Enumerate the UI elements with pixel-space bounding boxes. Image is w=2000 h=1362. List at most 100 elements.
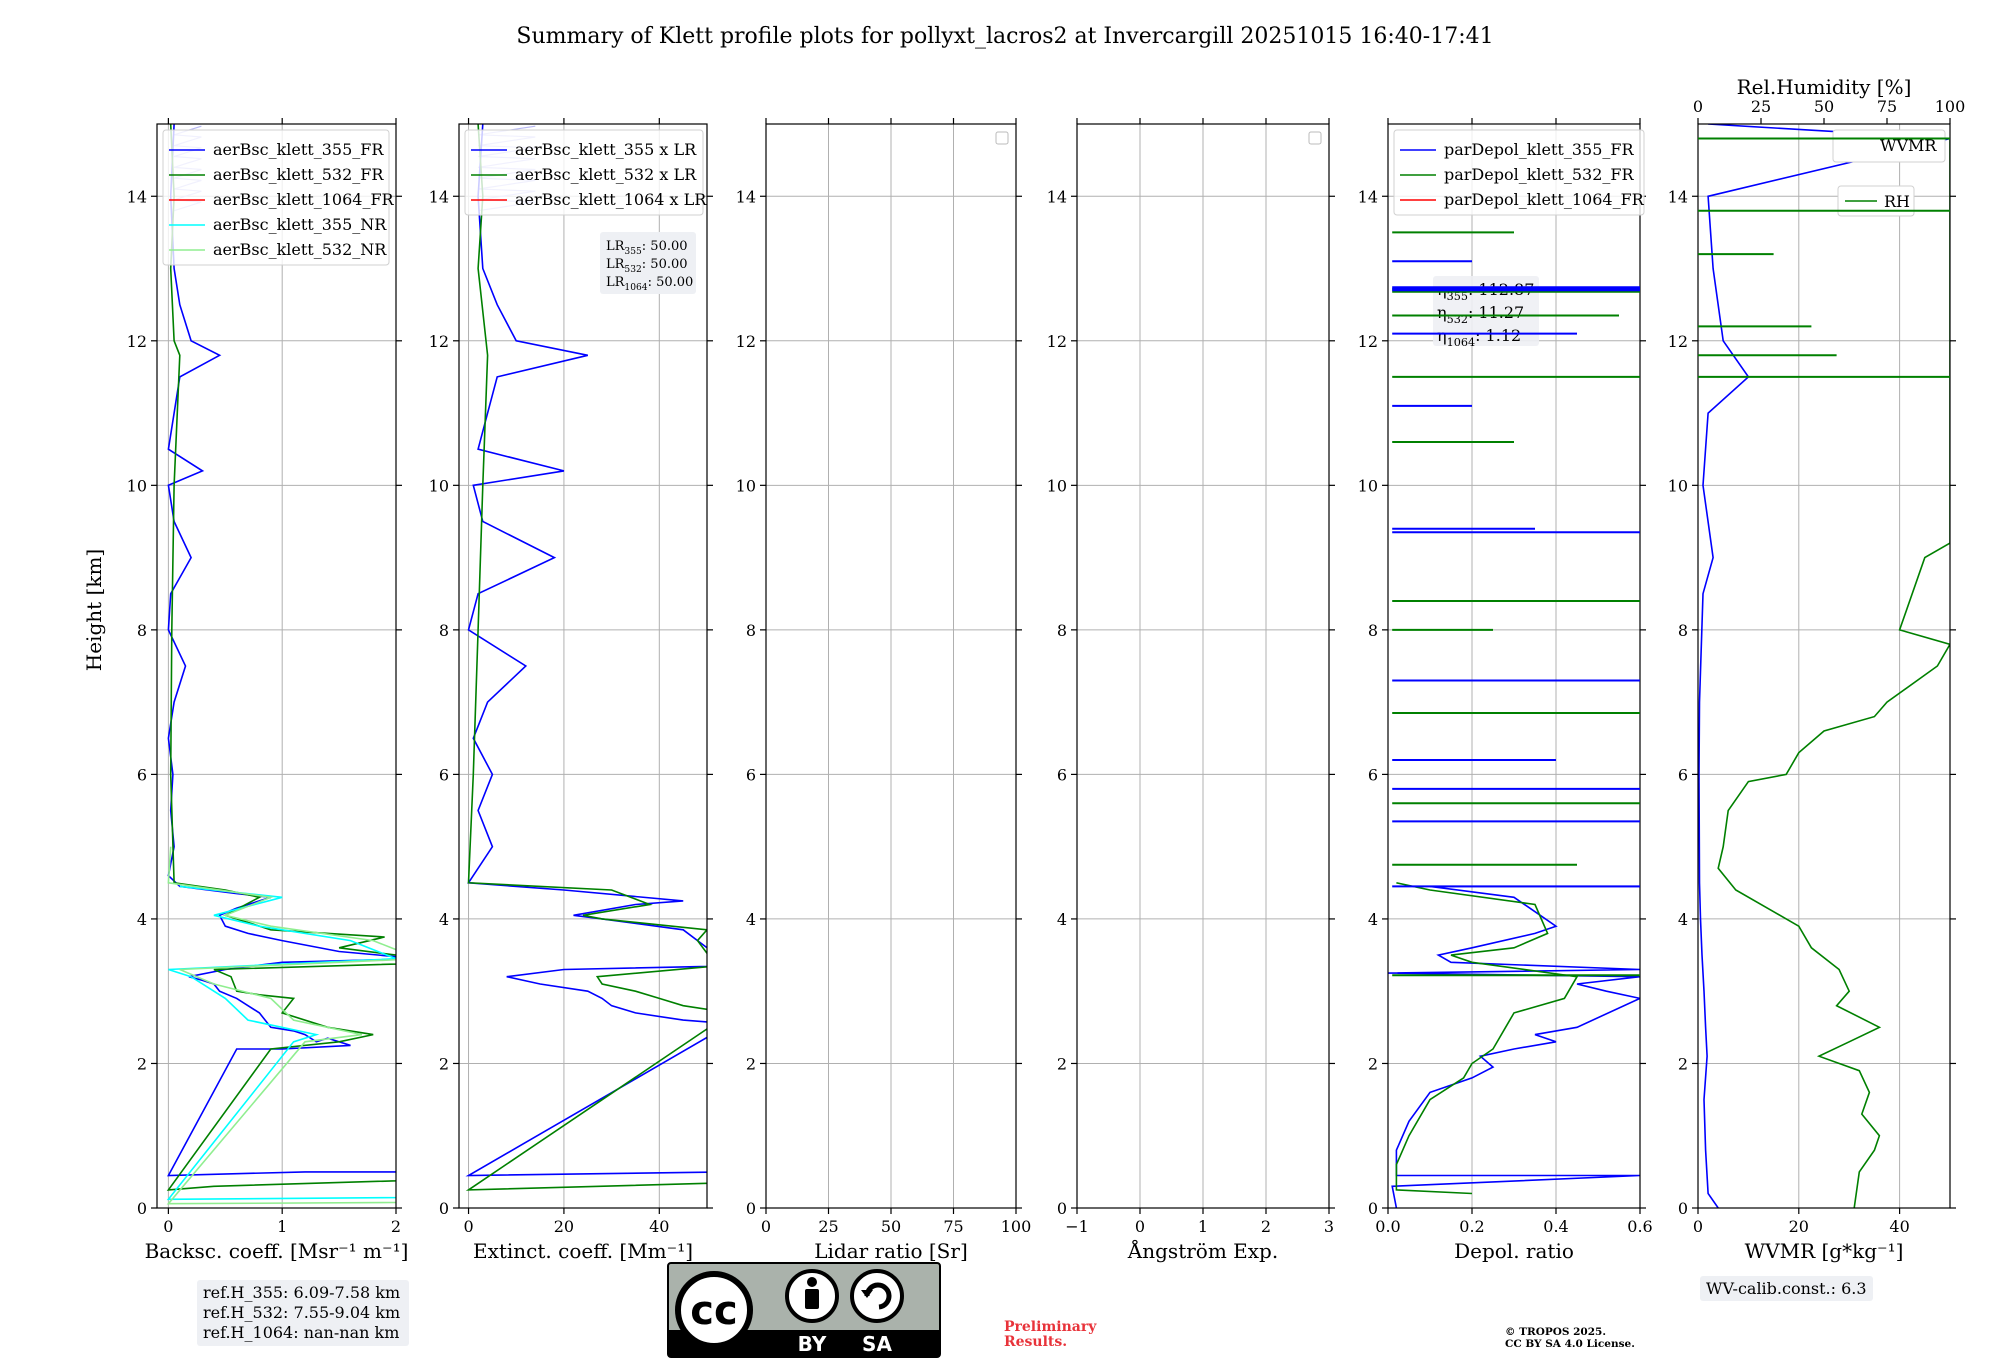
series-line-aerBsc_klett_355 x LR (465, 124, 707, 1177)
y-tick-label: 14 (127, 187, 147, 206)
panel-lidar_ratio: 0 2 4 6 8 10 12 14 0 25 50 75 100 Lidar ratio [Sr] (736, 118, 1032, 1263)
y-tick-label: 4 (439, 910, 449, 929)
legend-label: aerBsc_klett_1064 x LR (515, 190, 707, 209)
x-tick-label: 0 (761, 1217, 771, 1236)
x-tick-label: 0.2 (1459, 1217, 1484, 1236)
x-axis-label: Backsc. coeff. [Msr⁻¹ m⁻¹] (145, 1239, 409, 1263)
series-line-parDepol_klett_355_FR (1388, 885, 1640, 1208)
empty-legend (995, 131, 1009, 145)
series-group (1698, 124, 1950, 1208)
depol-spikes (1392, 231, 1640, 977)
legend-label: aerBsc_klett_355 x LR (515, 140, 697, 159)
y-tick-label: 14 (1668, 187, 1688, 206)
y-tick-label: 6 (137, 765, 147, 784)
y-tick-label: 6 (1368, 765, 1378, 784)
y-tick-label: 8 (1057, 621, 1067, 640)
x-axis-label: Depol. ratio (1454, 1239, 1574, 1263)
legend-label: parDepol_klett_532_FR (1444, 165, 1635, 184)
annotation-box (600, 232, 696, 294)
series-line-parDepol_klett_532_FR (1395, 882, 1579, 1195)
copyright-line-1: © TROPOS 2025. (1505, 1326, 1607, 1338)
y-tick-label: 4 (1368, 910, 1378, 929)
x-tick-label: 25 (818, 1217, 838, 1236)
y-tick-label: 8 (1368, 621, 1378, 640)
legend: aerBsc_klett_355_FR aerBsc_klett_532_FRae… (162, 129, 395, 266)
legend: aerBsc_klett_355 x LR aerBsc_klett_532 x … (464, 129, 707, 216)
legend-label-rh: RH (1884, 192, 1910, 211)
preliminary-note: Preliminary Results. (1004, 1320, 1144, 1350)
series-line-aerBsc_klett_355_NR (166, 885, 396, 1201)
legend-label: aerBsc_klett_1064_FR (213, 190, 395, 209)
y-tick-label: 8 (439, 621, 449, 640)
rh-high-segments (1698, 137, 1950, 378)
preliminary-line-2: Results. (1004, 1334, 1068, 1350)
x-tick-label: 75 (943, 1217, 963, 1236)
y-tick-label: 8 (746, 621, 756, 640)
by-label: BY (798, 1332, 827, 1356)
x-axis-label: Extinct. coeff. [Mm⁻¹] (473, 1239, 693, 1263)
annotation-box (1433, 276, 1539, 346)
x-tick-label: 40 (1889, 1217, 1909, 1236)
y-tick-label: 10 (1047, 476, 1067, 495)
y-tick-label: 12 (127, 332, 147, 351)
series-line-RH (1717, 138, 1950, 1208)
x-tick-label: 0 (1693, 1217, 1703, 1236)
y-tick-label: 6 (1057, 765, 1067, 784)
y-tick-label: 6 (746, 765, 756, 784)
y-tick-label: 6 (1678, 765, 1688, 784)
x-tick-label: 2 (1261, 1217, 1271, 1236)
copyright-note: © TROPOS 2025. CC BY SA 4.0 License. (1505, 1326, 1635, 1350)
axes-frame (1387, 123, 1641, 1209)
legend-label: parDepol_klett_355_FR (1444, 140, 1635, 159)
y-tick-label: 10 (1668, 476, 1688, 495)
top-tick-label: 100 (1935, 97, 1966, 116)
x-tick-label: −1 (1065, 1217, 1089, 1236)
ref-height-355: ref.H_355: 6.09-7.58 km (203, 1283, 401, 1302)
wv-calib-box: WV-calib.const.: 6.3 (1700, 1276, 1873, 1301)
annotation-lr355: LR355: 50.00 (606, 239, 688, 257)
series-group (166, 124, 396, 1205)
legend-box (464, 129, 704, 216)
y-tick-label: 2 (1368, 1054, 1378, 1073)
y-tick-label: 2 (1678, 1054, 1688, 1073)
series-line-WVMR (1698, 124, 1950, 1208)
legend-label: aerBsc_klett_355_FR (213, 140, 384, 159)
cc-text: cc (690, 1288, 737, 1334)
y-tick-label: 2 (746, 1054, 756, 1073)
legend-label-wvmr: WVMR (1880, 136, 1937, 155)
y-tick-label: 0 (1057, 1199, 1067, 1218)
y-tick-label: 8 (1678, 621, 1688, 640)
y-tick-label: 0 (439, 1199, 449, 1218)
x-tick-label: 3 (1324, 1217, 1334, 1236)
preliminary-line-1: Preliminary (1004, 1319, 1097, 1335)
top-axis-label: Rel.Humidity [%] (1737, 75, 1912, 99)
top-tick-label: 25 (1751, 97, 1771, 116)
x-axis-label: WVMR [g*kg⁻¹] (1745, 1239, 1904, 1263)
y-tick-label: 12 (1358, 332, 1378, 351)
axes-frame (1076, 123, 1330, 1209)
x-tick-label: 0 (163, 1217, 173, 1236)
y-tick-label: 12 (1668, 332, 1688, 351)
series-line-aerBsc_klett_532_FR (166, 124, 396, 1191)
y-tick-label: 0 (746, 1199, 756, 1218)
series-line-aerBsc_klett_355_FR (167, 124, 396, 1177)
y-tick-label: 10 (127, 476, 147, 495)
x-tick-label: 40 (649, 1217, 669, 1236)
x-tick-label: 1 (277, 1217, 287, 1236)
series-group (1388, 882, 1640, 1208)
ref-height-532: ref.H_532: 7.55-9.04 km (203, 1303, 401, 1322)
y-tick-label: 12 (1047, 332, 1067, 351)
y-tick-label: 4 (137, 910, 147, 929)
y-tick-label: 2 (439, 1054, 449, 1073)
y-tick-label: 10 (1358, 476, 1378, 495)
annotation-lr1064: LR1064: 50.00 (606, 275, 693, 293)
x-tick-label: 100 (1001, 1217, 1032, 1236)
legend-label: aerBsc_klett_355_NR (213, 215, 387, 234)
annotation-eta1064: η1064: 1.12 (1437, 326, 1521, 349)
y-tick-label: 12 (736, 332, 756, 351)
